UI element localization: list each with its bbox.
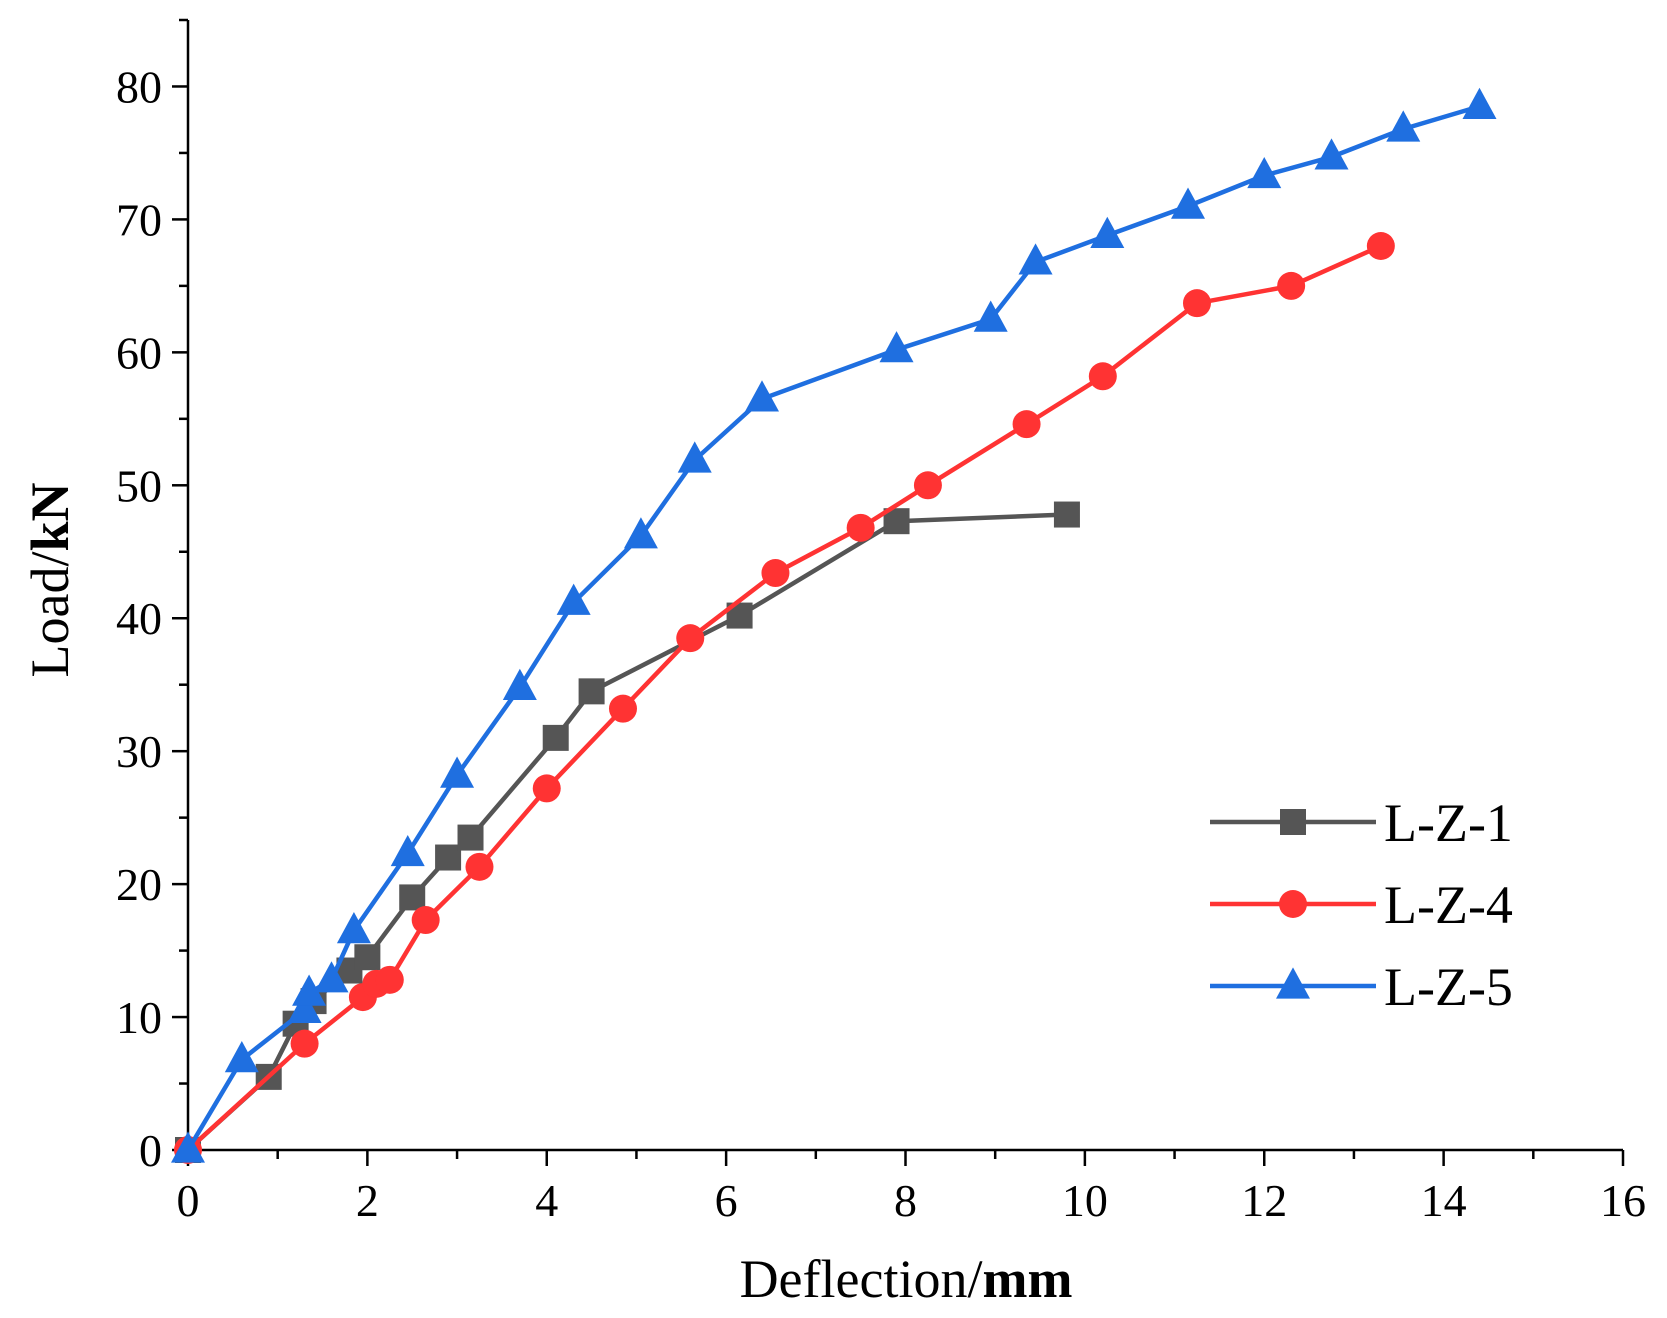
data-point-l-z-4 — [1277, 271, 1306, 300]
x-tick-label: 16 — [1600, 1175, 1646, 1226]
data-point-l-z-4 — [290, 1029, 319, 1058]
data-point-l-z-4 — [1088, 362, 1117, 391]
y-tick-label: 50 — [116, 460, 162, 511]
data-point-l-z-4 — [1366, 232, 1395, 260]
data-point-l-z-5 — [336, 912, 371, 944]
legend-item-l-z-5: L-Z-5 — [1210, 957, 1513, 1017]
series-l-z-4 — [174, 232, 1395, 1164]
data-point-l-z-5 — [390, 834, 425, 867]
data-point-l-z-5 — [677, 441, 712, 473]
x-axis-title: Deflection/mm — [740, 1249, 1073, 1309]
legend-item-l-z-4: L-Z-4 — [1210, 875, 1513, 935]
x-axis-ticks: 0 2 4 6 8 10 12 14 16 — [177, 1150, 1646, 1226]
x-tick-label: 0 — [177, 1175, 200, 1226]
series-l-z-5 — [171, 87, 1497, 1163]
y-tick-label: 10 — [116, 992, 162, 1043]
x-axis-title-unit: mm — [982, 1249, 1072, 1309]
data-point-l-z-5 — [314, 961, 349, 993]
data-point-l-z-4 — [532, 774, 561, 803]
y-tick-label: 70 — [116, 194, 162, 245]
data-point-l-z-5 — [287, 991, 322, 1024]
legend-label-l-z-4: L-Z-4 — [1384, 875, 1513, 935]
data-point-l-z-4 — [846, 513, 875, 542]
data-point-l-z-4 — [761, 559, 790, 588]
data-point-l-z-5 — [224, 1041, 259, 1073]
x-tick-label: 14 — [1421, 1175, 1467, 1226]
data-point-l-z-4 — [465, 852, 494, 881]
data-point-l-z-4 — [608, 694, 637, 723]
y-tick-label: 40 — [116, 593, 162, 644]
legend-item-l-z-1: L-Z-1 — [1210, 793, 1513, 853]
legend-marker-l-z-1 — [1280, 809, 1306, 835]
data-point-l-z-1 — [399, 884, 426, 911]
data-point-l-z-1 — [1053, 501, 1080, 528]
data-point-l-z-5 — [292, 974, 327, 1006]
data-point-l-z-1 — [354, 944, 381, 971]
y-tick-label: 80 — [116, 61, 162, 112]
x-axis-title-prefix: Deflection/ — [740, 1249, 983, 1309]
data-point-l-z-4 — [676, 624, 705, 653]
data-point-l-z-5 — [556, 583, 591, 615]
y-axis-title-unit: kN — [20, 482, 80, 551]
data-point-l-z-5 — [1247, 156, 1282, 189]
x-tick-label: 6 — [715, 1175, 738, 1226]
data-point-l-z-4 — [375, 965, 404, 994]
data-point-l-z-5 — [1314, 138, 1349, 170]
data-point-l-z-5 — [1090, 216, 1125, 248]
data-point-l-z-5 — [1386, 110, 1421, 142]
legend-label-l-z-5: L-Z-5 — [1384, 957, 1513, 1017]
legend-marker-l-z-5 — [1276, 967, 1310, 999]
x-tick-label: 12 — [1241, 1175, 1287, 1226]
y-tick-label: 0 — [139, 1125, 162, 1176]
x-tick-label: 10 — [1062, 1175, 1108, 1226]
legend: L-Z-1 L-Z-4 L-Z-5 — [1210, 793, 1513, 1017]
legend-marker-l-z-4 — [1279, 890, 1307, 918]
data-point-l-z-5 — [879, 331, 914, 363]
data-point-l-z-5 — [1171, 187, 1206, 219]
data-point-l-z-5 — [1462, 87, 1497, 120]
y-axis-title-prefix: Load/ — [20, 552, 80, 678]
data-point-l-z-5 — [440, 756, 475, 788]
x-tick-label: 2 — [356, 1175, 379, 1226]
data-point-l-z-1 — [457, 824, 484, 851]
series-layer — [171, 87, 1497, 1164]
data-point-l-z-4 — [411, 906, 440, 935]
data-point-l-z-1 — [435, 844, 462, 871]
data-point-l-z-5 — [973, 300, 1008, 332]
data-point-l-z-4 — [1182, 289, 1211, 318]
data-point-l-z-5 — [745, 380, 779, 412]
data-point-l-z-5 — [623, 517, 658, 549]
y-axis-ticks: 0 10 20 30 40 50 60 70 80 — [116, 18, 188, 1176]
series-line-l-z-4 — [186, 243, 1382, 1152]
data-point-l-z-4 — [913, 471, 942, 500]
y-tick-label: 20 — [116, 859, 162, 910]
series-l-z-1 — [175, 501, 1080, 1163]
x-tick-label: 8 — [894, 1175, 917, 1226]
data-point-l-z-5 — [1018, 243, 1053, 275]
series-line-l-z-1 — [186, 512, 1067, 1152]
x-tick-label: 4 — [535, 1175, 558, 1226]
y-tick-label: 60 — [116, 327, 162, 378]
data-point-l-z-1 — [578, 678, 605, 705]
y-tick-label: 30 — [116, 726, 162, 777]
data-point-l-z-5 — [502, 668, 537, 700]
y-axis-title: Load/kN — [20, 482, 80, 677]
data-point-l-z-1 — [542, 724, 569, 751]
data-point-l-z-4 — [1012, 410, 1041, 439]
legend-label-l-z-1: L-Z-1 — [1384, 793, 1513, 853]
data-point-l-z-5 — [171, 1131, 205, 1163]
